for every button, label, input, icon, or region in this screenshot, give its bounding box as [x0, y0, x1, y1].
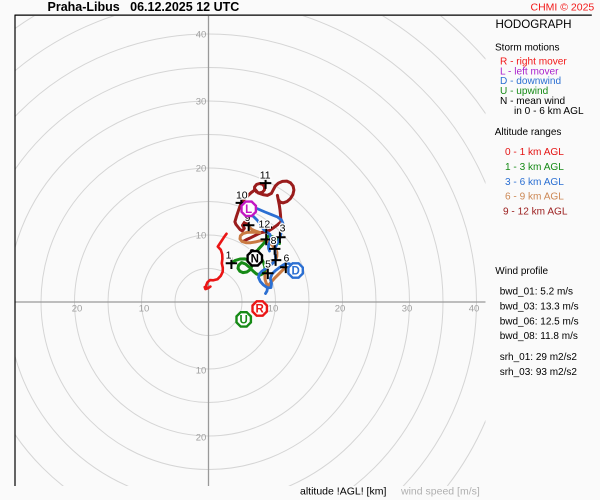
svg-text:1: 1 [226, 249, 232, 261]
svg-text:N: N [251, 253, 259, 265]
svg-text:40: 40 [469, 303, 480, 314]
svg-text:bwd_06: 12.5 m/s: bwd_06: 12.5 m/s [500, 316, 579, 327]
svg-text:20: 20 [196, 433, 207, 444]
svg-text:5: 5 [265, 258, 271, 270]
svg-text:HODOGRAPH: HODOGRAPH [496, 18, 572, 31]
svg-text:R: R [256, 304, 265, 316]
svg-text:R - right mover: R - right mover [500, 56, 567, 67]
svg-text:10: 10 [196, 231, 207, 242]
svg-text:3: 3 [280, 222, 286, 234]
svg-text:20: 20 [335, 303, 346, 314]
svg-text:D - downwind: D - downwind [500, 76, 561, 87]
svg-text:0 - 1 km AGL: 0 - 1 km AGL [505, 147, 564, 158]
svg-text:9: 9 [245, 212, 251, 224]
svg-text:30: 30 [196, 97, 207, 108]
svg-text:in 0 - 6 km AGL: in 0 - 6 km AGL [514, 106, 584, 117]
svg-text:U - upwind: U - upwind [500, 86, 548, 97]
svg-text:11: 11 [260, 169, 271, 181]
svg-text:Wind profile: Wind profile [495, 266, 548, 277]
svg-text:40: 40 [196, 30, 207, 41]
svg-text:30: 30 [402, 303, 413, 314]
svg-text:20: 20 [196, 164, 207, 175]
svg-text:wind speed [m/s]: wind speed [m/s] [400, 486, 480, 498]
svg-text:Praha-Libus 06.12.2025 12 UT: Praha-Libus 06.12.2025 12 UTC [48, 0, 240, 14]
svg-text:D: D [291, 266, 299, 278]
svg-text:U: U [240, 314, 248, 326]
svg-text:6: 6 [283, 253, 289, 265]
svg-text:bwd_08: 11.8 m/s: bwd_08: 11.8 m/s [500, 331, 578, 342]
svg-text:altitude !AGL! [km]: altitude !AGL! [km] [300, 486, 386, 498]
svg-text:L: L [245, 204, 252, 216]
svg-text:9 - 12 km AGL: 9 - 12 km AGL [503, 207, 568, 218]
svg-text:12: 12 [259, 219, 271, 231]
svg-text:N - mean wind: N - mean wind [500, 96, 565, 107]
svg-text:6 - 9 km AGL: 6 - 9 km AGL [505, 192, 564, 203]
svg-text:srh_03: 93 m2/s2: srh_03: 93 m2/s2 [500, 367, 578, 378]
svg-text:10: 10 [268, 303, 279, 314]
svg-text:Altitude ranges: Altitude ranges [495, 127, 562, 138]
svg-text:10: 10 [139, 303, 150, 314]
svg-text:10: 10 [196, 366, 207, 377]
svg-text:bwd_03: 13.3 m/s: bwd_03: 13.3 m/s [500, 301, 579, 312]
svg-text:10: 10 [236, 189, 248, 201]
svg-text:3 - 6 km AGL: 3 - 6 km AGL [505, 177, 564, 188]
svg-text:L - left mover: L - left mover [500, 66, 559, 77]
svg-text:Storm motions: Storm motions [495, 43, 559, 54]
svg-text:20: 20 [72, 303, 83, 314]
svg-text:1 - 3 km AGL: 1 - 3 km AGL [505, 162, 564, 173]
svg-text:CHMI © 2025: CHMI © 2025 [531, 2, 595, 14]
svg-text:8: 8 [271, 235, 277, 247]
svg-text:srh_01: 29 m2/s2: srh_01: 29 m2/s2 [500, 352, 578, 363]
svg-text:bwd_01: 5.2 m/s: bwd_01: 5.2 m/s [500, 287, 573, 298]
